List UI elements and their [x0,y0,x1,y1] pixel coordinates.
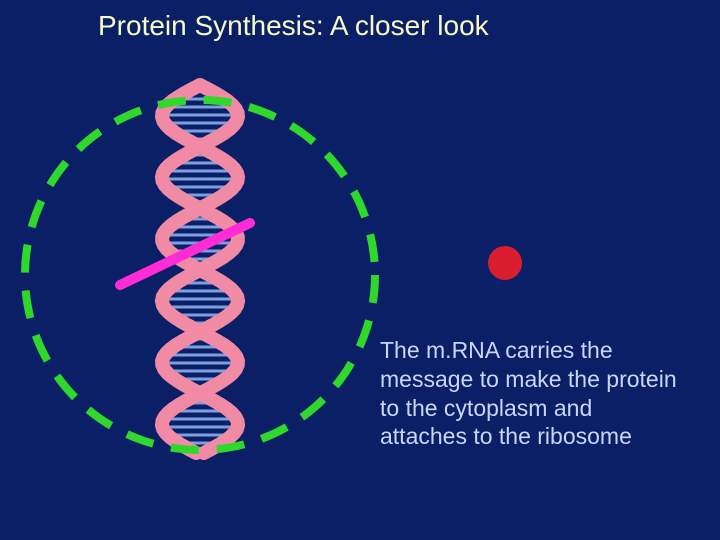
body-text: The m.RNA carries the message to make th… [380,336,680,451]
ribosome-dot [488,246,522,280]
slide-title: Protein Synthesis: A closer look [98,10,489,42]
diagram-svg [0,0,720,540]
slide-root: Protein Synthesis: A closer look The m.R… [0,0,720,540]
background [0,0,720,540]
